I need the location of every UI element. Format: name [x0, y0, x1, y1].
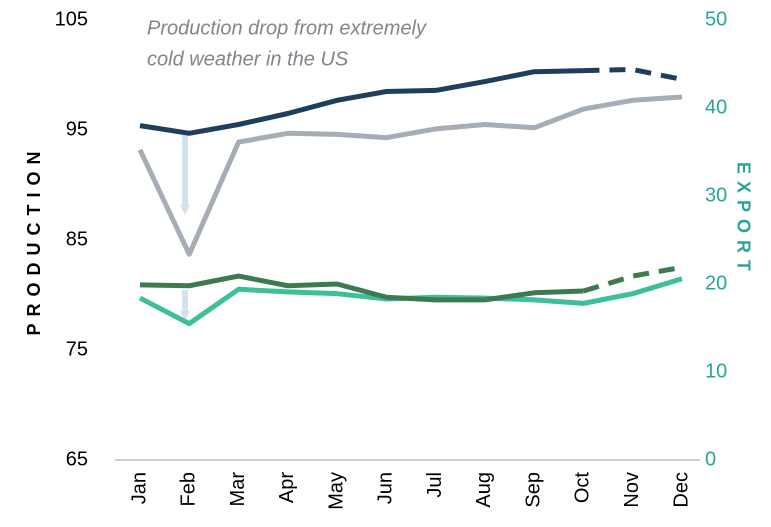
- y2-tick-label: 20: [705, 272, 727, 294]
- x-tick-label: Feb: [178, 472, 200, 506]
- y2-tick-label: 30: [705, 184, 727, 206]
- annotation: cold weather in the US: [147, 48, 349, 70]
- y2-tick-label: 50: [705, 8, 727, 30]
- x-tick-label: Dec: [670, 472, 692, 508]
- x-tick-label: Jul: [424, 472, 446, 498]
- series-line: [137, 94, 683, 257]
- series-line: [139, 273, 584, 303]
- x-tick-label: Jun: [375, 472, 397, 504]
- x-tick-label: Mar: [227, 472, 249, 507]
- x-tick-label: Jan: [128, 472, 150, 504]
- x-tick-label: Oct: [572, 472, 594, 504]
- annotation: Production drop from extremely: [147, 17, 427, 39]
- y-tick-label: 85: [66, 228, 88, 250]
- y-axis-label: PRODUCTION: [24, 145, 44, 336]
- x-tick-label: Aug: [473, 472, 495, 508]
- y2-axis-label: EXPORT: [733, 162, 753, 278]
- y-tick-label: 75: [66, 338, 88, 360]
- forecast-line: [583, 67, 683, 82]
- y-tick-label: 105: [55, 8, 88, 30]
- x-tick-label: May: [325, 472, 347, 510]
- x-tick-label: Apr: [276, 472, 298, 503]
- y2-tick-label: 0: [705, 448, 716, 470]
- y-tick-label: 95: [66, 118, 88, 140]
- y-tick-label: 65: [66, 448, 88, 470]
- series-line: [139, 68, 584, 136]
- x-tick-label: Sep: [522, 472, 544, 508]
- forecast-line: [582, 264, 683, 294]
- x-tick-label: Nov: [621, 472, 643, 508]
- y2-tick-label: 40: [705, 96, 727, 118]
- series-line: [138, 276, 683, 327]
- y2-tick-label: 10: [705, 360, 727, 382]
